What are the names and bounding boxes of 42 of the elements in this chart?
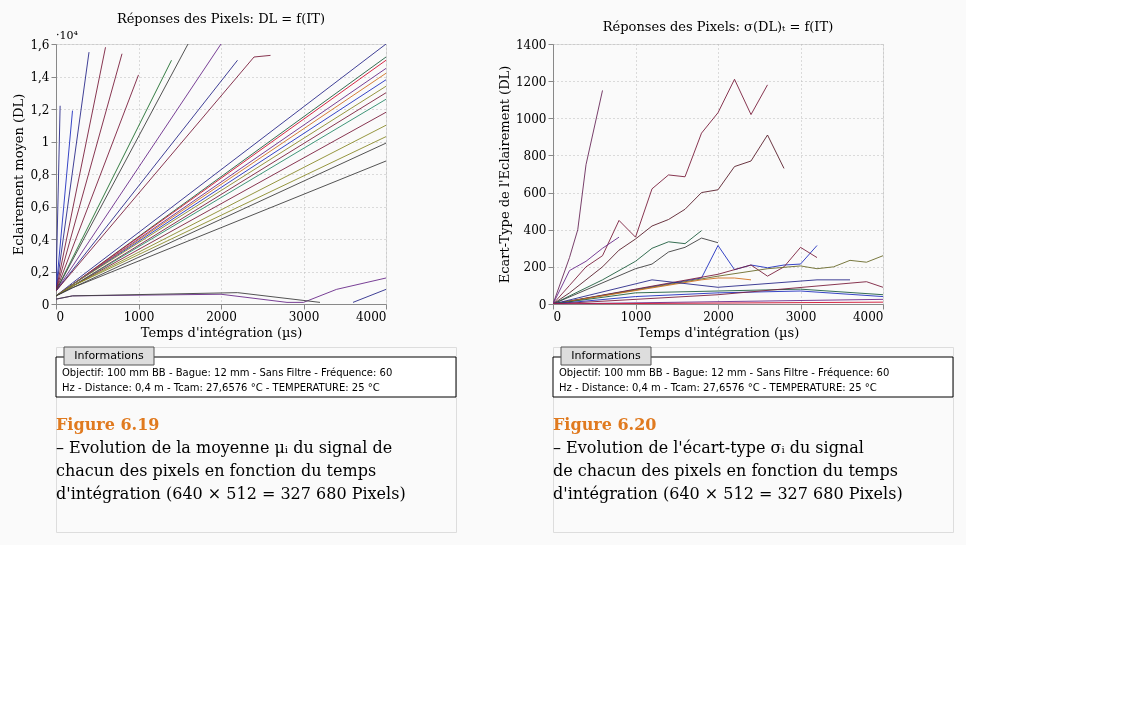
- y-axis-title: Ecart-Type de l'Eclairement (DL): [496, 65, 512, 284]
- text: Informations: [571, 349, 641, 362]
- y-tick-label: 1000: [515, 111, 547, 126]
- y-tick-label: 400: [523, 223, 547, 238]
- y-tick-label: 1,2: [30, 102, 50, 117]
- x-tick-label: 2000: [206, 309, 237, 324]
- text: – Evolution de l'écart-type σᵢ du signal de chacun des pixels en fonction du temps d'intégration (640 × 512 = 327 680 Pixels): [553, 438, 903, 503]
- y-tick-label: 800: [523, 148, 547, 163]
- y-tick-label: 1,6: [30, 37, 50, 52]
- caption: Figure 6.19: [56, 415, 160, 434]
- y-tick-label: 1200: [515, 74, 547, 89]
- y-axis-title: Eclairement moyen (DL): [11, 93, 27, 256]
- y-tick-label: 0,4: [30, 232, 50, 247]
- x-axis-title: Temps d'intégration (µs): [637, 324, 800, 340]
- x-tick-label: 4000: [355, 309, 387, 324]
- x-tick-label: 1000: [620, 309, 652, 324]
- y-tick-label: 0,8: [30, 167, 50, 182]
- y-tick-label: 200: [523, 260, 547, 275]
- y-tick-label: 0,6: [30, 200, 50, 214]
- chart-title: Réponses des Pixels: DL = f(IT): [116, 11, 326, 26]
- y-tick-label: 0,2: [30, 265, 50, 279]
- y-tick-label: 600: [523, 186, 547, 201]
- chart-title: Réponses des Pixels: σ(DL)ₜ = f(IT): [602, 19, 834, 34]
- y-tick-label: 1400: [515, 37, 547, 52]
- x-tick-label: 0: [56, 309, 65, 324]
- y-tick-label: 1,4: [30, 70, 50, 84]
- x-tick-label: 3000: [288, 309, 320, 324]
- text: ·10⁴: [56, 29, 79, 42]
- x-axis-title: Temps d'intégration (µs): [140, 324, 303, 340]
- text: – Evolution de la moyenne μᵢ du signal de chacun des pixels en fonction du temps d'intégration (640 × 512 = 327 680 Pixels): [56, 438, 406, 503]
- text: Informations: [74, 349, 144, 362]
- y-tick-label: 0: [538, 297, 547, 312]
- x-tick-label: 0: [553, 309, 562, 324]
- x-tick-label: 4000: [852, 309, 884, 324]
- text: Objectif: 100 mm BB - Bague: 12 mm - Sans Filtre - Fréquence: 60 Hz - Distance: 0,4 m - Tcam: 27,6576 °C - TEMPERATURE: 25 °C: [559, 367, 890, 393]
- y-tick-label: 1: [41, 135, 50, 149]
- caption: Figure 6.20: [553, 415, 657, 434]
- x-tick-label: 3000: [785, 309, 817, 324]
- x-tick-label: 1000: [123, 309, 155, 324]
- y-tick-label: 0: [41, 297, 50, 312]
- x-tick-label: 2000: [703, 309, 734, 324]
- text: Objectif: 100 mm BB - Bague: 12 mm - Sans Filtre - Fréquence: 60 Hz - Distance: 0,4 m - Tcam: 27,6576 °C - TEMPERATURE: 25 °C: [62, 367, 393, 393]
